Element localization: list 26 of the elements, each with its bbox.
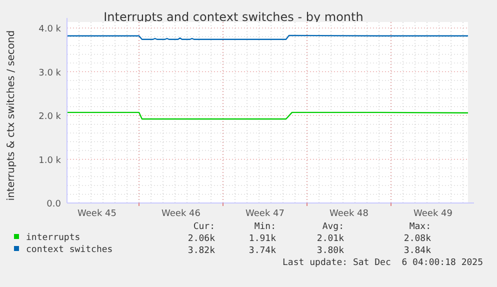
y-tick-label: 3.0 k — [38, 68, 62, 78]
y-tick-label: 2.0 k — [38, 112, 62, 122]
legend-label: context switches — [26, 245, 113, 255]
y-tick-label: 1.0 k — [38, 156, 62, 166]
x-tick-label: Week 45 — [78, 209, 116, 219]
legend-label: interrupts — [26, 233, 80, 243]
y-tick-label: 0.0 — [46, 200, 62, 210]
text: Min: — [254, 222, 276, 232]
text: 2.06k — [188, 234, 216, 244]
text: 1.91k — [248, 234, 277, 244]
text: 2.01k — [316, 234, 345, 244]
x-tick-label: Week 46 — [162, 209, 201, 219]
text: 3.82k — [188, 246, 216, 256]
text: Max: — [409, 222, 431, 232]
y-tick-label: 4.0 k — [38, 24, 62, 34]
x-tick-label: Week 48 — [330, 209, 369, 219]
text: Avg: — [322, 222, 344, 232]
text: 3.74k — [248, 246, 277, 256]
text: 3.80k — [316, 246, 345, 256]
text: Cur: — [193, 222, 215, 232]
x-tick-label: Week 49 — [414, 209, 453, 219]
y-axis-title: interrupts & ctx switches / second — [6, 30, 17, 201]
text: 2.08k — [404, 234, 432, 244]
x-tick-label: Week 47 — [246, 209, 284, 219]
text: Last update: Sat Dec 6 04:00:18 2025 — [282, 258, 483, 268]
text: 3.84k — [404, 246, 432, 256]
